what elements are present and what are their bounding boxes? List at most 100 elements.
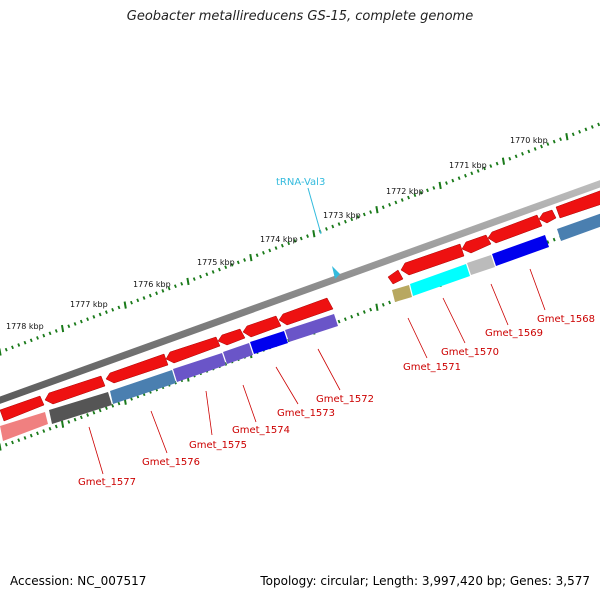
feature-steel[interactable] bbox=[557, 212, 600, 241]
forward-gene-arrow[interactable] bbox=[242, 315, 282, 338]
forward-gene-arrow[interactable] bbox=[105, 353, 169, 384]
outer-tick-mark bbox=[42, 333, 46, 338]
gene-leader-lines bbox=[88, 268, 546, 475]
outer-tick-mark bbox=[211, 270, 215, 274]
outer-tick-mark bbox=[217, 267, 221, 272]
outer-tick-mark bbox=[161, 289, 165, 293]
trna-pointer bbox=[307, 187, 322, 235]
forward-gene-arrow[interactable] bbox=[461, 234, 492, 254]
outer-tick-mark bbox=[186, 277, 190, 286]
forward-gene-arrow[interactable] bbox=[555, 189, 600, 219]
outer-tick-mark bbox=[192, 277, 196, 281]
outer-tick-mark bbox=[375, 205, 379, 214]
gene-label-gmet-1569: Gmet_1569 bbox=[485, 328, 543, 339]
feature-lightgray[interactable] bbox=[467, 255, 495, 275]
inner-tick-mark bbox=[11, 440, 14, 445]
outer-tick-mark bbox=[155, 291, 159, 296]
inner-tick-mark bbox=[17, 438, 21, 443]
outer-tick-mark bbox=[578, 129, 582, 134]
outer-tick-mark bbox=[173, 284, 177, 288]
inner-tick-mark bbox=[104, 406, 108, 410]
inner-tick-mark bbox=[86, 413, 90, 417]
outer-tick-mark bbox=[388, 202, 392, 207]
accession-text: Accession: NC_007517 bbox=[10, 574, 147, 588]
trna-marker[interactable] bbox=[332, 266, 340, 279]
outer-tick-mark bbox=[180, 281, 184, 286]
forward-gene-arrow[interactable] bbox=[44, 375, 106, 405]
outer-tick-mark bbox=[104, 310, 108, 314]
outer-tick-mark bbox=[142, 296, 146, 300]
forward-gene-arrow[interactable] bbox=[217, 328, 246, 346]
feature-steel[interactable] bbox=[110, 370, 176, 404]
inner-tick-mark bbox=[73, 417, 77, 422]
outer-tick-mark bbox=[419, 190, 423, 195]
forward-strand-genes bbox=[0, 189, 600, 422]
outer-tick-mark bbox=[167, 286, 171, 291]
outer-tick-mark bbox=[445, 181, 448, 185]
outer-tick-mark bbox=[559, 137, 562, 142]
tick-label-1775: 1775 kbp bbox=[197, 258, 235, 267]
outer-tick-mark bbox=[86, 317, 90, 322]
feature-purple[interactable] bbox=[285, 314, 338, 342]
inner-tick-mark bbox=[79, 415, 83, 420]
outer-tick-mark bbox=[268, 248, 272, 253]
feature-blue[interactable] bbox=[492, 235, 549, 266]
outer-tick-mark bbox=[236, 260, 240, 265]
forward-gene-arrow[interactable] bbox=[538, 209, 557, 224]
forward-gene-arrow[interactable] bbox=[0, 395, 45, 422]
outer-tick-mark bbox=[11, 345, 14, 350]
feature-pink[interactable] bbox=[0, 412, 48, 441]
inner-tick-mark bbox=[350, 314, 354, 319]
outer-tick-mark bbox=[73, 322, 77, 326]
outer-tick-mark bbox=[565, 133, 569, 141]
tick-label-1772: 1772 kbp bbox=[386, 187, 424, 196]
outer-tick-mark bbox=[48, 331, 52, 336]
forward-gene-arrow[interactable] bbox=[387, 269, 404, 285]
outer-tick-mark bbox=[98, 312, 102, 317]
outer-tick-mark bbox=[331, 224, 335, 229]
outer-tick-mark bbox=[457, 176, 461, 181]
outer-tick-mark bbox=[432, 186, 436, 190]
gene-label-gmet-1570: Gmet_1570 bbox=[441, 347, 499, 358]
outer-tick-mark bbox=[306, 234, 309, 238]
feature-purple[interactable] bbox=[223, 343, 253, 364]
outer-tick-mark bbox=[540, 144, 543, 149]
inner-tick-mark bbox=[60, 420, 65, 428]
outer-tick-mark bbox=[67, 324, 71, 329]
outer-tick-mark bbox=[407, 195, 410, 200]
outer-tick-mark bbox=[312, 230, 316, 238]
feature-purple[interactable] bbox=[173, 353, 226, 382]
outer-tick-mark bbox=[117, 305, 121, 310]
feature-olive[interactable] bbox=[392, 285, 412, 302]
forward-gene-arrow[interactable] bbox=[400, 243, 465, 276]
feature-track bbox=[0, 212, 600, 441]
outer-tick-mark bbox=[464, 173, 467, 178]
forward-gene-arrow[interactable] bbox=[487, 214, 543, 244]
feature-cyan[interactable] bbox=[410, 264, 470, 296]
gene-label-gmet-1574: Gmet_1574 bbox=[232, 425, 290, 436]
outer-tick-mark bbox=[262, 251, 265, 255]
outer-tick-mark bbox=[79, 319, 83, 324]
outer-tick-mark bbox=[584, 127, 588, 132]
feature-blue[interactable] bbox=[250, 331, 288, 354]
inner-tick-mark bbox=[356, 312, 360, 317]
outer-tick-mark bbox=[508, 156, 512, 161]
outer-tick-mark bbox=[29, 338, 33, 343]
outer-tick-mark bbox=[280, 243, 284, 248]
forward-gene-arrow[interactable] bbox=[165, 336, 221, 364]
tick-label-1770: 1770 kbp bbox=[510, 136, 548, 145]
outer-tick-mark bbox=[255, 253, 259, 258]
outer-tick-mark bbox=[546, 142, 550, 146]
outer-tick-mark bbox=[17, 343, 21, 347]
outer-tick-mark bbox=[293, 239, 297, 243]
map-title: Geobacter metallireducens GS-15, complet… bbox=[126, 9, 474, 24]
outer-tick-mark bbox=[483, 166, 486, 171]
inner-tick-mark bbox=[48, 426, 52, 431]
forward-gene-arrow[interactable] bbox=[278, 297, 334, 326]
feature-gray[interactable] bbox=[49, 392, 112, 424]
outer-tick-mark bbox=[413, 193, 417, 197]
inner-tick-mark bbox=[388, 300, 392, 305]
outer-tick-mark bbox=[243, 258, 247, 262]
outer-tick-mark bbox=[571, 132, 575, 137]
outer-tick-mark bbox=[205, 272, 209, 277]
